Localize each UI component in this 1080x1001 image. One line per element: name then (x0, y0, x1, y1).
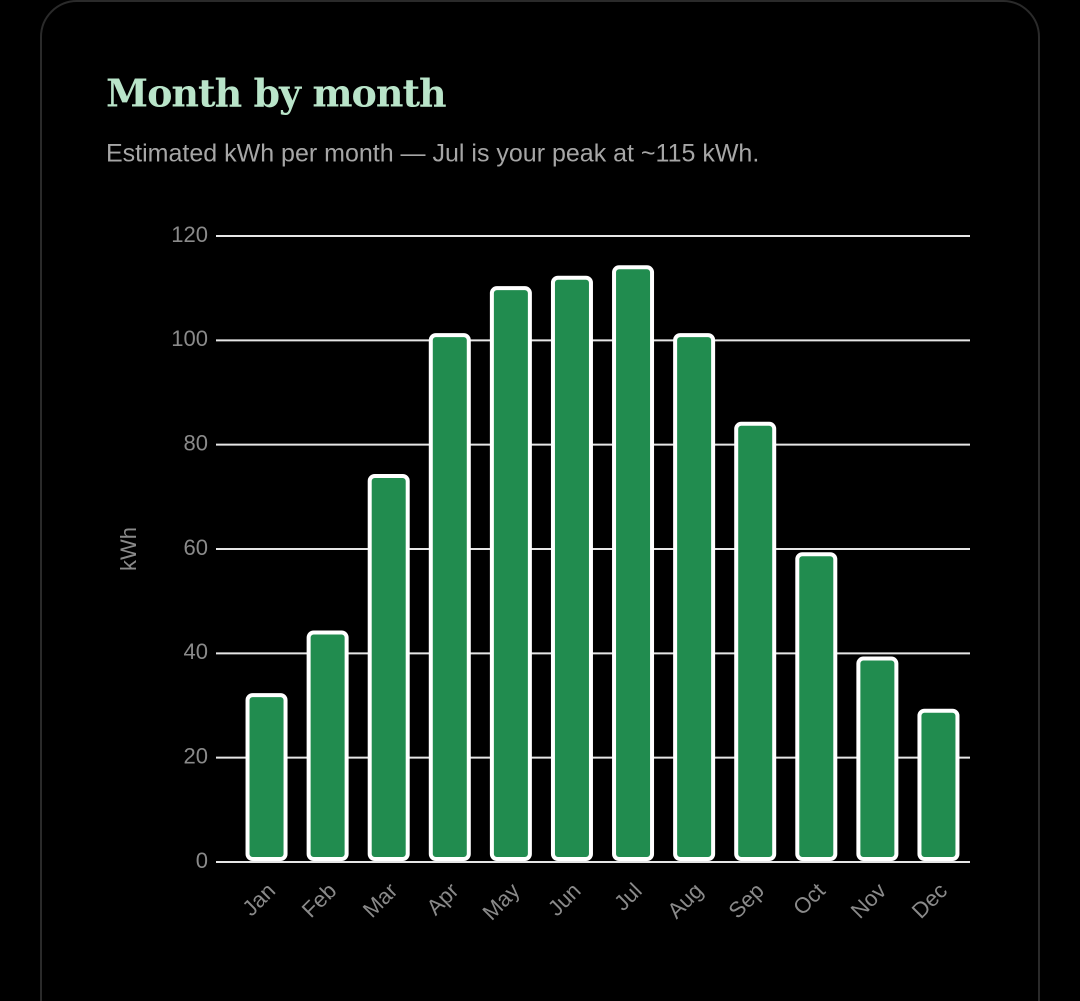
y-tick-label: 100 (171, 326, 208, 351)
y-axis-label: kWh (116, 527, 141, 571)
bar (917, 708, 960, 862)
bar (367, 473, 410, 861)
card (40, 0, 1040, 1001)
bar (673, 333, 716, 862)
bar (306, 630, 349, 862)
y-tick-label: 0 (196, 848, 208, 873)
bar (795, 552, 838, 861)
bar (612, 265, 655, 861)
bar (734, 421, 777, 861)
y-tick-label: 40 (184, 639, 208, 664)
chart-subtitle: Estimated kWh per month — Jul is your pe… (106, 140, 759, 168)
y-tick-label: 60 (184, 535, 208, 560)
bar (856, 656, 899, 861)
bar (428, 333, 471, 862)
bar (550, 275, 593, 861)
bar (245, 693, 288, 861)
y-tick-label: 20 (184, 743, 208, 768)
y-tick-label: 80 (184, 430, 208, 455)
chart-title: Month by month (106, 71, 446, 116)
bar (489, 286, 532, 861)
y-tick-label: 120 (171, 222, 208, 247)
